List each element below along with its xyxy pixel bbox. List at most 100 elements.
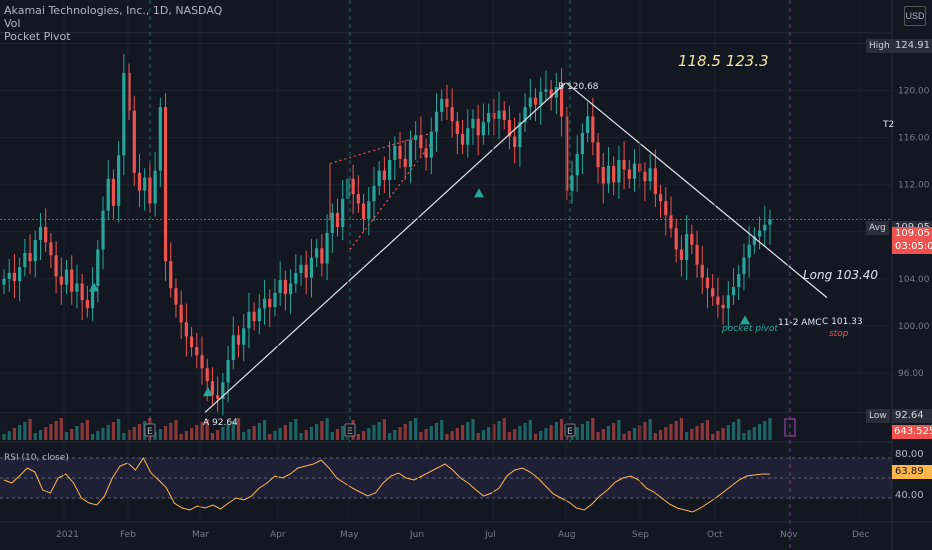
candle-body: [487, 112, 491, 123]
volume-bar: [664, 427, 668, 440]
high-price-tag: High 124.91: [866, 39, 932, 53]
candle-body: [143, 177, 147, 191]
price-axis-label: 112.00: [898, 181, 930, 191]
candle-body: [169, 261, 173, 289]
candle-body: [325, 232, 329, 264]
time-axis-label: May: [340, 530, 359, 540]
volume-bar: [80, 423, 84, 440]
candle-body: [445, 98, 449, 108]
candle-body: [106, 178, 110, 211]
candle-body: [85, 300, 89, 309]
candle-body: [679, 249, 684, 260]
candle-body: [64, 269, 69, 285]
low-value: 92.64: [895, 410, 924, 421]
candle-body: [544, 89, 548, 92]
candle-body: [262, 298, 267, 309]
volume-bar: [757, 424, 762, 440]
price-axis-label: 96.00: [898, 369, 924, 379]
candle-body: [59, 276, 63, 285]
candle-body: [330, 212, 334, 233]
candle-body: [184, 322, 188, 337]
rsi-legend-label[interactable]: RSI (10, close): [4, 453, 69, 463]
volume-bar: [205, 419, 209, 440]
candle-body: [596, 142, 600, 168]
pocket-pivot-note: pocket pivot: [722, 324, 778, 334]
volume-bar: [90, 434, 95, 440]
volume-bar: [429, 426, 433, 440]
earnings-e-letter: E: [347, 427, 353, 437]
volume-bar: [523, 423, 527, 440]
candle-body: [617, 160, 621, 183]
volume-bar: [679, 418, 684, 440]
candle-body: [481, 122, 486, 136]
candle-body: [747, 244, 751, 258]
earnings-e-letter: E: [147, 427, 153, 437]
candle-body: [398, 145, 402, 159]
volume-bar: [262, 420, 267, 440]
volume-bar: [434, 423, 439, 440]
candle-body: [252, 311, 256, 322]
candle-body: [132, 110, 136, 173]
candle-body: [705, 277, 710, 289]
volume-bar: [335, 429, 340, 440]
currency-button[interactable]: USD: [904, 6, 926, 26]
volume-bar: [330, 432, 334, 440]
candle-body: [580, 132, 585, 155]
volume-bar: [414, 418, 418, 440]
candle-body: [497, 110, 501, 119]
candle-body: [216, 395, 220, 399]
volume-bar: [695, 426, 699, 440]
candle-body: [408, 140, 413, 168]
volume-bar: [325, 418, 329, 440]
time-axis-label: Mar: [192, 530, 209, 540]
candle-body: [137, 172, 142, 191]
candle-body: [388, 160, 392, 180]
volume-bar: [341, 426, 345, 440]
volume-bar: [669, 424, 673, 440]
vol-indicator-label[interactable]: Vol: [4, 17, 21, 30]
candle-body: [612, 165, 616, 183]
candle-body: [44, 227, 48, 243]
candle-body: [632, 163, 637, 179]
volume-bar: [528, 420, 532, 440]
earnings-e-letter: E: [567, 427, 573, 437]
volume-bar: [450, 431, 454, 440]
trendline-a-b: [204, 82, 567, 413]
volume-bar: [544, 428, 548, 440]
candle-body: [257, 308, 261, 322]
rsi-value-tag: 63.89: [892, 465, 932, 479]
volume-bar: [367, 428, 371, 440]
candle-body: [549, 89, 553, 98]
candle-body: [111, 178, 116, 206]
volume-bar: [596, 432, 600, 440]
volume-bar: [210, 433, 215, 440]
volume-bar: [309, 427, 314, 440]
rsi-line: [3, 457, 771, 513]
candle-body: [414, 135, 418, 140]
long-entry-note: Long 103.40: [803, 268, 879, 282]
candle-body: [117, 155, 121, 206]
pocket-pivot-indicator-label[interactable]: Pocket Pivot: [4, 30, 71, 43]
volume-bar: [236, 418, 241, 440]
volume-bar: [96, 431, 100, 440]
volume-bar: [132, 427, 136, 440]
volume-value: 643.525K: [894, 426, 932, 437]
time-axis-label: Sep: [632, 530, 649, 540]
volume-bar: [507, 432, 512, 440]
candle-body: [226, 360, 230, 383]
candle-body: [242, 328, 246, 345]
pocket-pivot-triangle: [474, 188, 484, 198]
candle-body: [742, 257, 746, 275]
candle-body: [440, 98, 444, 112]
volume-bar: [44, 427, 48, 440]
candle-body: [471, 118, 475, 129]
candle-body: [273, 292, 277, 308]
volume-bar: [315, 424, 319, 440]
volume-bar: [372, 425, 376, 440]
point-c-label: C 101.33: [822, 317, 863, 327]
candle-body: [54, 255, 58, 277]
volume-bar: [674, 421, 678, 440]
volume-bar: [179, 434, 183, 440]
volume-bar: [163, 426, 168, 440]
